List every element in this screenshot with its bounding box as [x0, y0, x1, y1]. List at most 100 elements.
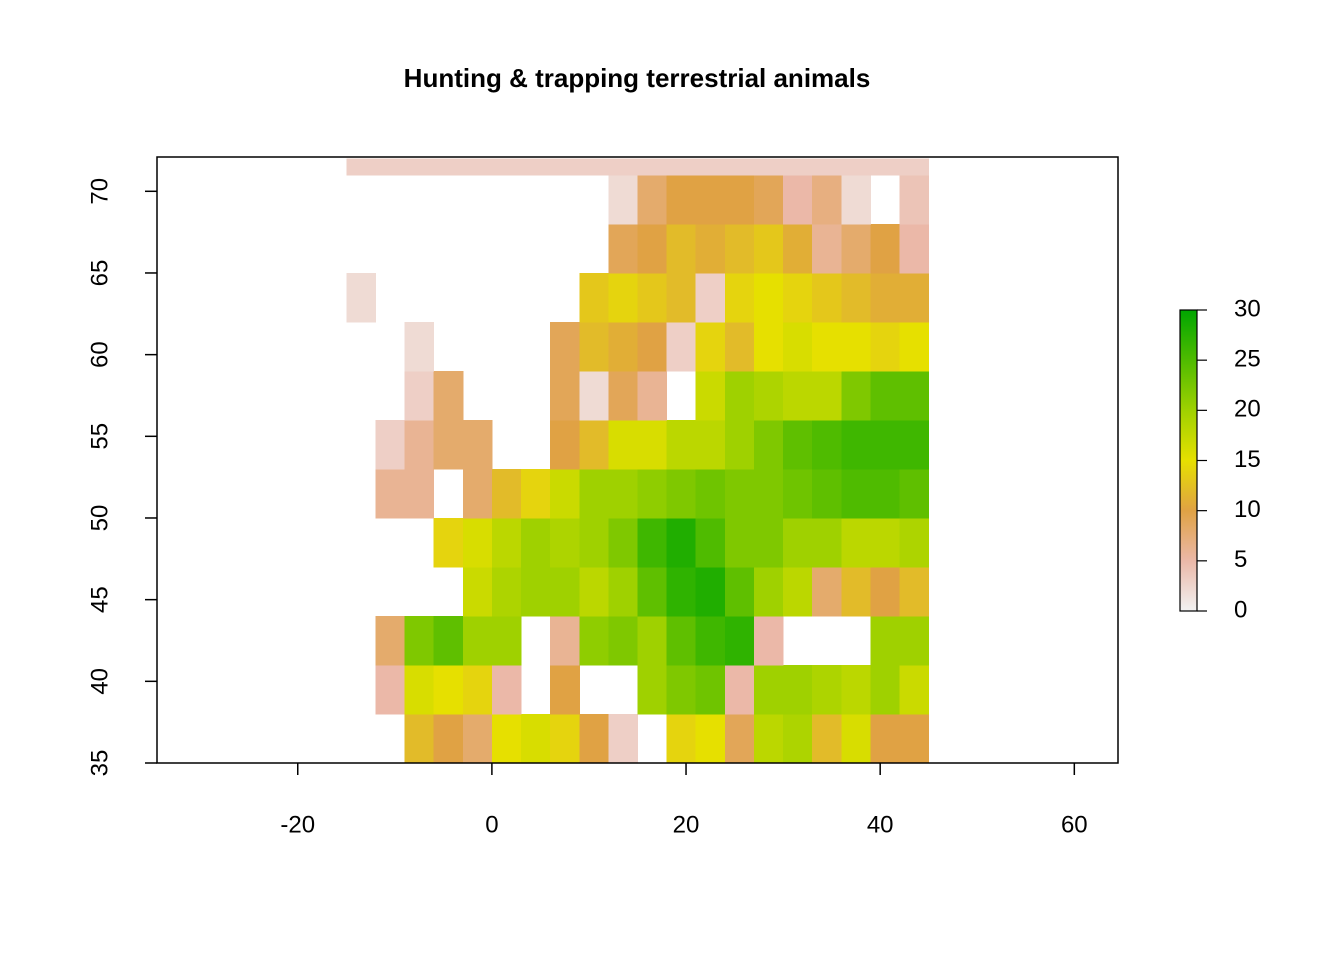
raster-cell — [695, 158, 726, 176]
y-tick-label: 45 — [86, 586, 113, 613]
raster-cell — [608, 174, 638, 225]
raster-cell — [695, 468, 726, 519]
raster-cell — [462, 468, 493, 519]
raster-cell — [666, 158, 697, 176]
colorbar-tick-label: 30 — [1234, 295, 1261, 322]
raster-cell — [783, 174, 813, 225]
raster-cell — [579, 468, 609, 519]
raster-cell — [812, 174, 842, 225]
raster-cell — [783, 468, 813, 519]
raster-cell — [637, 615, 668, 666]
raster-cell — [608, 615, 638, 666]
colorbar-tick-label: 25 — [1234, 346, 1261, 373]
raster-cell — [666, 419, 697, 470]
raster-cell — [550, 566, 580, 617]
raster-cell — [812, 419, 842, 470]
x-tick-label: 40 — [867, 811, 894, 838]
raster-cell — [841, 321, 871, 372]
raster-cell — [491, 664, 522, 715]
raster-cell — [724, 272, 755, 323]
raster-cell — [550, 321, 580, 372]
raster-cell — [579, 566, 609, 617]
raster-cell — [404, 370, 435, 421]
colorbar-tick-label: 5 — [1234, 546, 1247, 573]
raster-cell — [666, 223, 697, 274]
colorbar-tick-label: 20 — [1234, 396, 1261, 423]
raster-cell — [375, 158, 406, 176]
raster-cell — [841, 664, 871, 715]
raster-cell — [724, 664, 755, 715]
raster-cell — [841, 713, 871, 764]
raster-cell — [666, 517, 697, 568]
raster-cell — [550, 664, 580, 715]
raster-cell — [812, 664, 842, 715]
raster-cell — [521, 468, 551, 519]
raster-cell — [753, 370, 784, 421]
raster-cell — [462, 517, 493, 568]
raster-cell — [608, 158, 638, 176]
colorbar-tick-label: 10 — [1234, 496, 1261, 523]
raster-cell — [783, 419, 813, 470]
raster-cell — [753, 615, 784, 666]
raster-cell — [404, 468, 435, 519]
raster-cell — [637, 517, 668, 568]
raster-cell — [724, 468, 755, 519]
raster-cell — [462, 615, 493, 666]
raster-cell — [899, 158, 930, 176]
raster-cell — [637, 174, 668, 225]
raster-cell — [637, 272, 668, 323]
raster-cell — [550, 517, 580, 568]
raster-cell — [870, 223, 901, 274]
raster-cell — [550, 615, 580, 666]
raster-cell — [753, 566, 784, 617]
raster-cell — [579, 517, 609, 568]
raster-cell — [695, 272, 726, 323]
raster-cell — [375, 419, 406, 470]
raster-cell — [404, 419, 435, 470]
raster-cell — [579, 158, 609, 176]
raster-cell — [666, 272, 697, 323]
raster-cell — [579, 713, 609, 764]
raster-cell — [870, 713, 901, 764]
raster-cell — [724, 370, 755, 421]
raster-cell — [870, 158, 901, 176]
raster-cell — [812, 223, 842, 274]
raster-cell — [899, 615, 930, 666]
raster-cell — [753, 321, 784, 372]
raster-cell — [812, 158, 842, 176]
raster-cell — [841, 272, 871, 323]
raster-cell — [550, 468, 580, 519]
raster-cell — [870, 370, 901, 421]
x-tick-label: -20 — [280, 811, 315, 838]
raster-cell — [695, 566, 726, 617]
raster-cell — [433, 419, 464, 470]
raster-cell — [724, 223, 755, 274]
raster-cell — [608, 566, 638, 617]
raster-cell — [899, 223, 930, 274]
raster-cell — [783, 321, 813, 372]
raster-cell — [783, 272, 813, 323]
x-tick-label: 0 — [485, 811, 498, 838]
raster-cell — [695, 370, 726, 421]
raster-cell — [899, 713, 930, 764]
raster-cell — [841, 174, 871, 225]
x-tick-label: 20 — [673, 811, 700, 838]
raster-cell — [550, 713, 580, 764]
raster-cell — [753, 664, 784, 715]
raster-cell — [783, 370, 813, 421]
raster-cell — [521, 158, 551, 176]
raster-cell — [550, 419, 580, 470]
raster-cell — [695, 419, 726, 470]
raster-cell — [579, 615, 609, 666]
raster-cell — [812, 272, 842, 323]
raster-cell — [724, 615, 755, 666]
raster-cell — [346, 158, 376, 176]
raster-cell — [724, 321, 755, 372]
raster-cell — [870, 321, 901, 372]
raster-cell — [695, 321, 726, 372]
raster-cell — [608, 517, 638, 568]
raster-cell — [841, 370, 871, 421]
raster-cell — [404, 158, 435, 176]
raster-cell — [666, 468, 697, 519]
raster-cell — [812, 713, 842, 764]
